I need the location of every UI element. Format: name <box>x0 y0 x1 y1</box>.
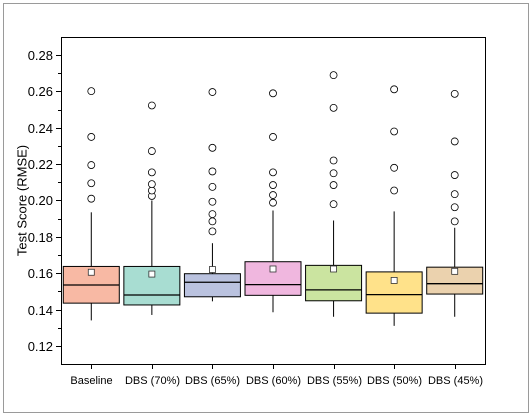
mean-marker <box>269 265 277 273</box>
outlier-point <box>329 200 338 209</box>
outlier-point <box>329 156 338 165</box>
outlier-point <box>147 180 156 189</box>
box <box>183 273 241 298</box>
outlier-point <box>450 203 459 212</box>
outlier-point <box>87 179 96 188</box>
x-tick-label: DBS (65%) <box>185 375 240 387</box>
y-tick-label: 0.16 <box>28 266 53 281</box>
outlier-point <box>390 163 399 172</box>
outlier-point <box>208 182 217 191</box>
outlier-point <box>147 101 156 110</box>
outlier-point <box>147 147 156 155</box>
outlier-point <box>147 186 156 195</box>
outlier-point <box>87 194 96 203</box>
mean-marker <box>390 277 398 284</box>
y-tick-label: 0.24 <box>28 121 53 136</box>
y-tick-label: 0.28 <box>28 48 53 63</box>
box-group <box>305 71 363 317</box>
outlier-point <box>329 181 338 189</box>
x-axis: Baseline DBS (70%) DBS (65%) DBS (60%) DBS (… <box>70 364 483 387</box>
x-tick-label: DBS (45%) <box>428 375 483 387</box>
outlier-point <box>208 210 217 219</box>
outlier-point <box>208 217 217 226</box>
outlier-point <box>208 88 217 96</box>
outlier-point <box>269 89 277 98</box>
outlier-point <box>208 143 217 152</box>
outlier-point <box>269 191 277 199</box>
outlier-point <box>269 181 277 189</box>
mean-marker <box>209 266 216 273</box>
outlier-point <box>450 190 459 199</box>
x-tick-label: DBS (70%) <box>125 375 180 387</box>
boxes <box>62 71 484 326</box>
outlier-point <box>208 167 217 176</box>
y-tick-label: 0.20 <box>28 193 53 208</box>
box-group <box>123 101 181 315</box>
outlier-point <box>329 71 338 80</box>
outlier-point <box>87 133 96 141</box>
outlier-point <box>269 133 277 141</box>
outer-frame <box>3 3 529 413</box>
outlier-point <box>208 227 217 236</box>
outlier-point <box>269 168 277 177</box>
outlier-point <box>390 85 399 94</box>
outlier-point <box>390 186 399 195</box>
mean-marker <box>87 268 95 276</box>
outlier-point <box>450 171 459 179</box>
outlier-point <box>208 197 217 206</box>
mean-marker <box>451 267 459 275</box>
x-tick-label: DBS (55%) <box>307 375 362 387</box>
outlier-point <box>147 168 156 177</box>
y-axis-title: Test Score (RMSE) <box>15 145 30 256</box>
y-tick-label: 0.14 <box>28 303 53 318</box>
y-tick-label: 0.18 <box>28 230 53 245</box>
y-tick-label: 0.22 <box>28 157 53 172</box>
y-tick-label: 0.12 <box>28 339 53 354</box>
x-tick-label: DBS (50%) <box>367 375 422 387</box>
mean-marker <box>330 265 337 273</box>
outlier-point <box>87 87 96 96</box>
box-group <box>426 89 484 317</box>
x-tick-label: DBS (60%) <box>246 375 301 387</box>
mean-marker <box>148 270 156 278</box>
box-group <box>244 89 302 313</box>
box-group <box>62 87 120 321</box>
y-tick-label: 0.26 <box>28 84 53 99</box>
outlier-point <box>450 89 459 98</box>
outlier-point <box>269 198 277 207</box>
x-tick-label: Baseline <box>70 375 112 387</box>
outlier-point <box>390 127 399 136</box>
y-axis: 0.12 0.14 0.16 0.18 0.20 0.22 0.24 0.26 0.28 <box>28 48 61 354</box>
outlier-point <box>87 161 96 169</box>
box-group <box>365 85 423 326</box>
outlier-point <box>329 169 338 178</box>
box-group <box>183 88 241 302</box>
outlier-point <box>450 217 459 226</box>
outlier-point <box>450 137 459 146</box>
outlier-point <box>329 103 338 112</box>
